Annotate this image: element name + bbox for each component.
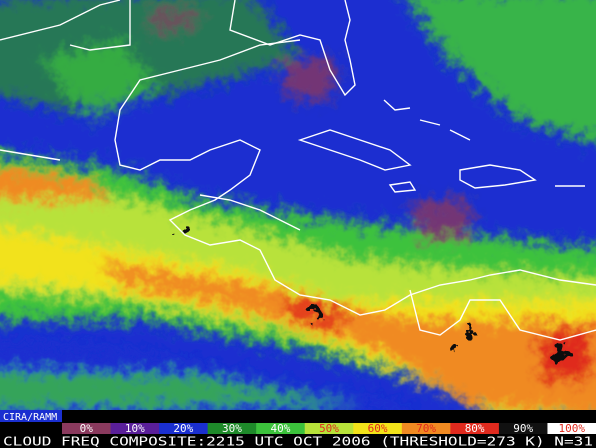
credit: CIRA/RAMM (3, 412, 57, 423)
legend-label: 100% (558, 422, 585, 435)
caption-bar (0, 434, 596, 448)
legend-swatch (159, 423, 209, 434)
legend-swatch (498, 423, 548, 434)
legend-label: 30% (222, 422, 242, 435)
legend-swatch (256, 423, 306, 434)
color-scale: 0% 10% 20% 30% 40% 50% 60% 70% 80% 90% 100% (62, 422, 596, 435)
legend-swatch (547, 423, 596, 434)
legend-label: 70% (416, 422, 436, 435)
legend-label: 50% (319, 422, 339, 435)
credit-box (0, 410, 62, 422)
legend-label: 80% (465, 422, 485, 435)
legend-label: 90% (513, 422, 533, 435)
legend-swatch (207, 423, 257, 434)
legend-swatch (450, 423, 500, 434)
legend-label: 10% (125, 422, 145, 435)
legend-swatch (401, 423, 451, 434)
coastlines (0, 0, 596, 341)
legend-label: 0% (80, 422, 94, 435)
legend-label: 40% (271, 422, 291, 435)
legend-swatch (353, 423, 403, 434)
caption: CLOUD FREQ COMPOSITE:2215 UTC OCT 2006 (… (3, 435, 593, 448)
legend-label: 20% (173, 422, 193, 435)
legend-swatch (62, 423, 112, 434)
legend-swatch (110, 423, 160, 434)
legend-swatch (304, 423, 354, 434)
cloud-field (0, 0, 596, 410)
legend-label: 60% (368, 422, 388, 435)
